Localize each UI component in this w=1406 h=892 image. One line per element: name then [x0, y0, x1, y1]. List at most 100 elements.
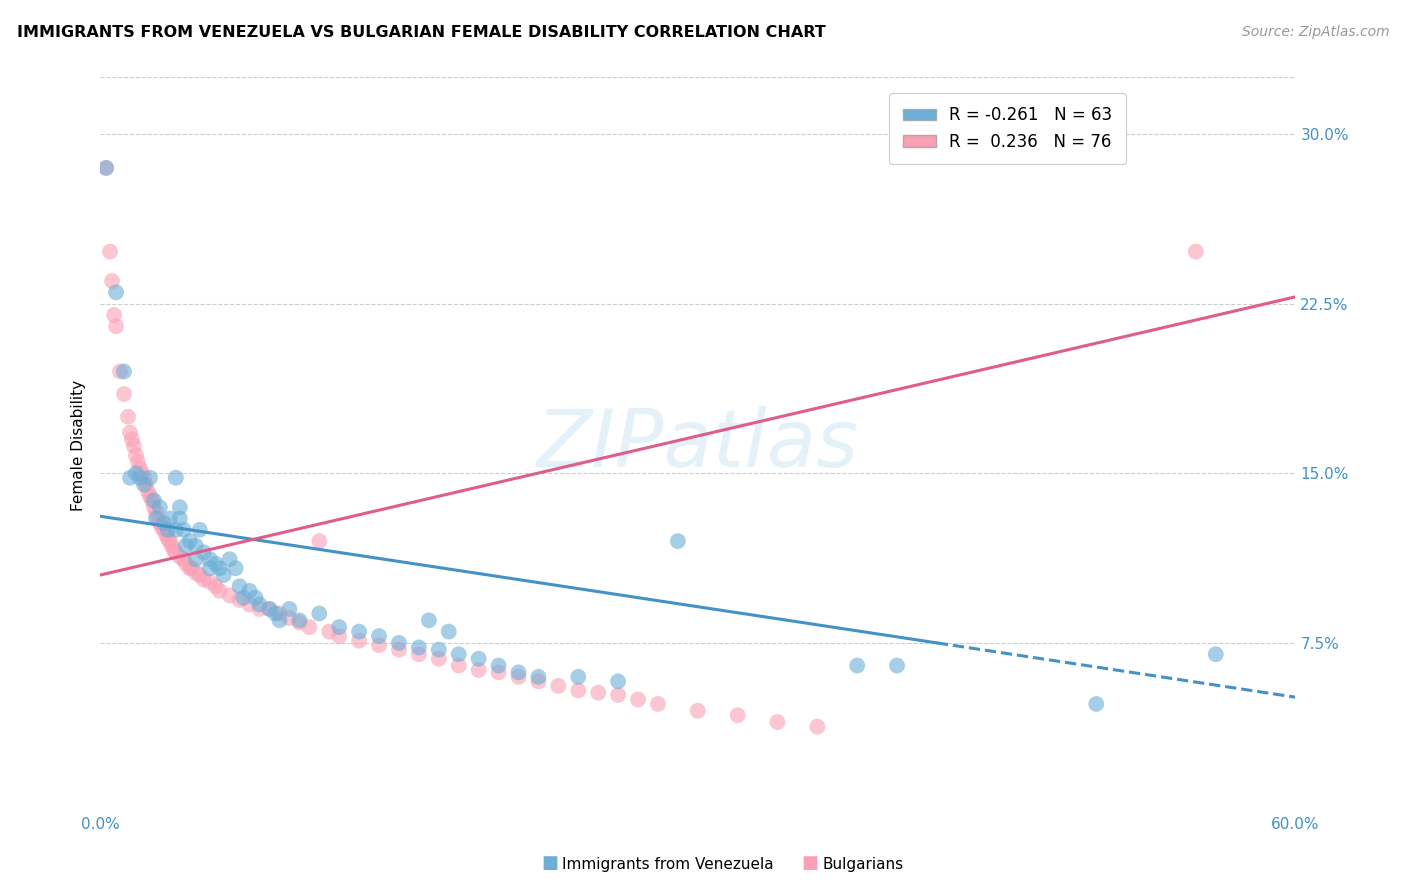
- Point: [108, 364, 131, 378]
- Point: [766, 714, 789, 729]
- Point: [105, 285, 128, 300]
- Text: Immigrants from Venezuela: Immigrants from Venezuela: [562, 857, 775, 872]
- Point: [169, 511, 191, 525]
- Point: [259, 602, 281, 616]
- Point: [204, 557, 226, 571]
- Point: [228, 593, 250, 607]
- Point: [156, 532, 179, 546]
- Point: [208, 561, 231, 575]
- Point: [232, 591, 254, 605]
- Point: [155, 527, 177, 541]
- Point: [886, 658, 908, 673]
- Point: [193, 573, 215, 587]
- Point: [174, 557, 197, 571]
- Point: [118, 425, 141, 440]
- Point: [101, 274, 124, 288]
- Point: [607, 688, 630, 702]
- Point: [607, 674, 630, 689]
- Point: [238, 598, 260, 612]
- Point: [165, 471, 187, 485]
- Point: [112, 364, 135, 378]
- Point: [368, 629, 391, 643]
- Point: [308, 534, 330, 549]
- Point: [150, 520, 173, 534]
- Point: [249, 602, 271, 616]
- Y-axis label: Female Disability: Female Disability: [72, 379, 86, 510]
- Point: [129, 461, 152, 475]
- Point: [141, 493, 163, 508]
- Point: [153, 516, 176, 530]
- Point: [198, 574, 221, 589]
- Point: [136, 484, 159, 499]
- Point: [727, 708, 749, 723]
- Point: [408, 647, 430, 661]
- Point: [467, 663, 489, 677]
- Point: [627, 692, 650, 706]
- Point: [278, 611, 301, 625]
- Point: [368, 638, 391, 652]
- Point: [567, 670, 589, 684]
- Point: [125, 448, 148, 462]
- Point: [508, 670, 530, 684]
- Point: [174, 539, 197, 553]
- Point: [418, 613, 440, 627]
- Point: [118, 471, 141, 485]
- Point: [122, 439, 145, 453]
- Point: [218, 588, 240, 602]
- Point: [142, 493, 165, 508]
- Point: [218, 552, 240, 566]
- Point: [347, 624, 370, 639]
- Point: [527, 674, 550, 689]
- Point: [159, 511, 181, 525]
- Point: [131, 467, 153, 481]
- Point: [245, 591, 267, 605]
- Point: [173, 523, 195, 537]
- Point: [159, 534, 181, 549]
- Point: [103, 308, 125, 322]
- Point: [153, 523, 176, 537]
- Point: [586, 686, 609, 700]
- Point: [647, 697, 669, 711]
- Point: [135, 477, 157, 491]
- Point: [163, 543, 186, 558]
- Point: [165, 523, 187, 537]
- Point: [94, 161, 117, 175]
- Point: [467, 651, 489, 665]
- Point: [269, 607, 291, 621]
- Point: [269, 613, 291, 627]
- Point: [184, 566, 207, 580]
- Point: [117, 409, 139, 424]
- Point: [208, 583, 231, 598]
- Point: [179, 561, 201, 575]
- Point: [169, 500, 191, 515]
- Point: [165, 545, 187, 559]
- Point: [308, 607, 330, 621]
- Point: [139, 489, 162, 503]
- Point: [145, 505, 167, 519]
- Point: [112, 387, 135, 401]
- Point: [278, 602, 301, 616]
- Point: [388, 636, 411, 650]
- Point: [179, 534, 201, 549]
- Point: [225, 561, 247, 575]
- Point: [567, 683, 589, 698]
- Point: [184, 539, 207, 553]
- Point: [180, 561, 202, 575]
- Text: Source: ZipAtlas.com: Source: ZipAtlas.com: [1241, 25, 1389, 39]
- Point: [408, 640, 430, 655]
- Point: [198, 552, 221, 566]
- Text: Bulgarians: Bulgarians: [823, 857, 904, 872]
- Point: [204, 579, 226, 593]
- Point: [288, 613, 311, 627]
- Text: ■: ■: [801, 855, 818, 872]
- Point: [846, 658, 869, 673]
- Point: [249, 598, 271, 612]
- Point: [488, 665, 510, 680]
- Point: [198, 561, 221, 575]
- Point: [447, 658, 470, 673]
- Point: [160, 539, 183, 553]
- Point: [328, 629, 350, 643]
- Point: [139, 471, 162, 485]
- Point: [488, 658, 510, 673]
- Point: [146, 511, 169, 525]
